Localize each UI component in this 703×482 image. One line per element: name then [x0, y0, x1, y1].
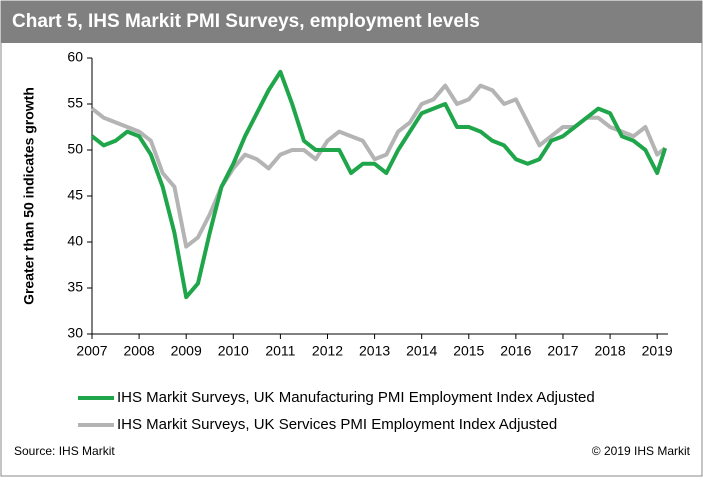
y-tick-label: 40: [67, 233, 83, 249]
x-tick-label: 2014: [406, 343, 437, 359]
y-tick-label: 55: [67, 95, 83, 111]
x-tick-label: 2013: [359, 343, 390, 359]
legend-label: IHS Markit Surveys, UK Services PMI Empl…: [117, 416, 557, 433]
x-tick-label: 2015: [453, 343, 484, 359]
x-tick-label: 2009: [171, 343, 202, 359]
legend-label: IHS Markit Surveys, UK Manufacturing PMI…: [117, 389, 595, 406]
x-tick-label: 2010: [218, 343, 249, 359]
y-tick-label: 60: [67, 49, 83, 65]
x-tick-label: 2017: [547, 343, 578, 359]
source: Source: IHS Markit: [14, 444, 115, 458]
y-tick-label: 35: [67, 279, 83, 295]
x-tick-label: 2008: [124, 343, 155, 359]
copyright: © 2019 IHS Markit: [592, 444, 691, 458]
x-tick-label: 2007: [76, 343, 107, 359]
y-axis-label: Greater than 50 indicates growth: [21, 87, 37, 305]
chart-title: Chart 5, IHS Markit PMI Surveys, employm…: [12, 11, 480, 32]
y-tick-label: 45: [67, 187, 83, 203]
y-tick-label: 50: [67, 141, 83, 157]
x-tick-label: 2016: [500, 343, 531, 359]
series-line: [90, 69, 668, 300]
y-tick-label: 30: [67, 325, 83, 341]
x-tick-label: 2018: [594, 343, 625, 359]
x-tick-label: 2012: [312, 343, 343, 359]
title-bar: [1, 1, 702, 43]
x-tick-label: 2011: [265, 343, 295, 359]
x-tick-label: 2019: [642, 343, 673, 359]
